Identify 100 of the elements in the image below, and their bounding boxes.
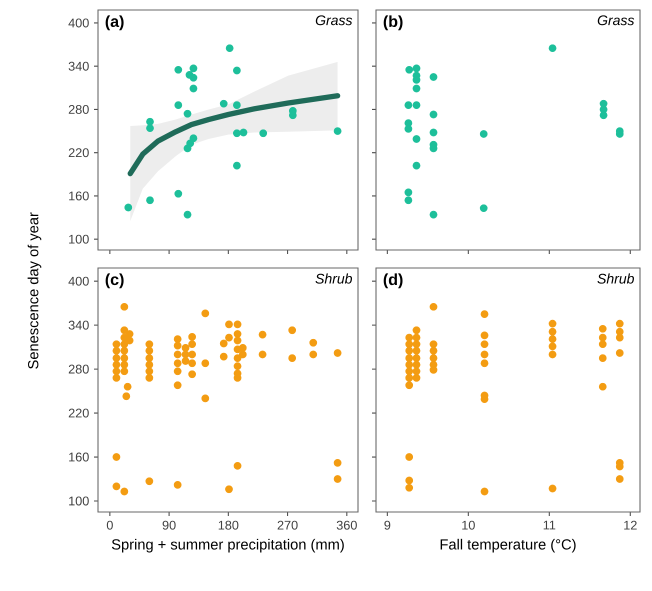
point — [412, 346, 420, 355]
point — [616, 349, 624, 357]
y-tick-label: 160 — [69, 191, 89, 200]
point — [405, 453, 414, 461]
point — [548, 350, 556, 358]
x-tick-label: 12 — [624, 520, 637, 530]
point — [548, 44, 556, 52]
point — [412, 334, 420, 342]
point — [412, 374, 420, 382]
point — [405, 346, 414, 355]
y-tick-label: 220 — [68, 408, 89, 418]
point — [226, 44, 234, 52]
point — [146, 124, 154, 132]
x-tick-label: 180 — [218, 520, 238, 530]
chart-subtitle: Shrub — [597, 273, 634, 284]
y-tick-label: 220 — [68, 148, 89, 158]
point — [405, 354, 414, 362]
point — [430, 110, 438, 118]
point — [598, 382, 607, 391]
y-axis-title: Senescence day of year — [28, 212, 42, 369]
point — [405, 360, 414, 369]
point — [404, 188, 412, 196]
point — [405, 334, 414, 342]
point — [430, 340, 438, 348]
point — [233, 101, 241, 109]
point — [190, 64, 198, 72]
point — [412, 354, 420, 362]
point — [430, 210, 438, 219]
point — [430, 346, 438, 355]
point — [174, 66, 182, 74]
x-tick-label: 11 — [544, 520, 556, 530]
point — [404, 125, 412, 133]
point — [412, 340, 420, 348]
x-axis-title: Spring + summer precipitation (mm) — [112, 538, 344, 552]
point — [480, 332, 488, 340]
point — [233, 66, 241, 74]
point — [412, 84, 420, 92]
point — [240, 128, 248, 136]
point — [184, 110, 192, 118]
point — [480, 204, 488, 212]
point — [190, 84, 198, 92]
x-tick-label: 0 — [106, 520, 113, 530]
point — [480, 130, 488, 138]
x-tick-label: 9 — [384, 520, 390, 530]
x-axis-title: Fall temperature (°C) — [440, 538, 576, 552]
y-tick-label: 400 — [68, 276, 89, 286]
point — [598, 340, 607, 348]
point — [616, 320, 624, 328]
point — [190, 74, 198, 82]
point — [480, 350, 488, 358]
point — [412, 326, 420, 334]
chart-title: (a) — [106, 15, 124, 30]
point — [430, 128, 438, 136]
chart-subtitle: Grass — [316, 15, 352, 26]
y-tick-label: 340 — [68, 62, 89, 71]
point — [548, 342, 556, 350]
point — [334, 127, 342, 135]
point — [146, 118, 154, 126]
point — [598, 324, 607, 333]
point — [404, 101, 412, 109]
y-tick-label: 100 — [69, 234, 89, 244]
x-tick-label: 10 — [462, 520, 475, 530]
point — [405, 367, 414, 376]
point — [430, 73, 438, 81]
point — [174, 101, 182, 109]
point — [259, 129, 268, 138]
y-tick-label: 160 — [69, 452, 89, 462]
point — [548, 320, 556, 328]
point — [430, 302, 438, 311]
y-tick-label: 340 — [68, 320, 89, 330]
point — [412, 360, 420, 369]
point — [598, 334, 607, 342]
point — [480, 359, 488, 368]
point — [405, 340, 414, 348]
y-tick-label: 280 — [68, 364, 89, 374]
point — [190, 134, 198, 142]
y-tick-label: 400 — [68, 18, 89, 28]
point — [405, 66, 414, 74]
x-tick-label: 270 — [278, 520, 298, 530]
point — [174, 190, 182, 198]
chart-title: (b) — [384, 15, 403, 30]
x-tick-label: 360 — [336, 520, 357, 530]
chart-title: (d) — [384, 273, 403, 288]
point — [616, 475, 624, 483]
point — [405, 381, 414, 390]
chart-subtitle: Shrub — [316, 273, 352, 284]
point — [412, 367, 420, 376]
chart-subtitle: Grass — [598, 15, 634, 26]
chart-title: (c) — [106, 273, 124, 288]
point — [548, 328, 556, 336]
point — [548, 484, 556, 492]
point — [598, 354, 607, 362]
y-tick-label: 280 — [68, 104, 89, 114]
point — [233, 129, 241, 138]
point — [412, 135, 420, 143]
point — [220, 100, 228, 108]
point — [548, 335, 556, 343]
point — [412, 101, 420, 109]
point — [412, 162, 420, 170]
y-tick-label: 100 — [69, 496, 89, 506]
